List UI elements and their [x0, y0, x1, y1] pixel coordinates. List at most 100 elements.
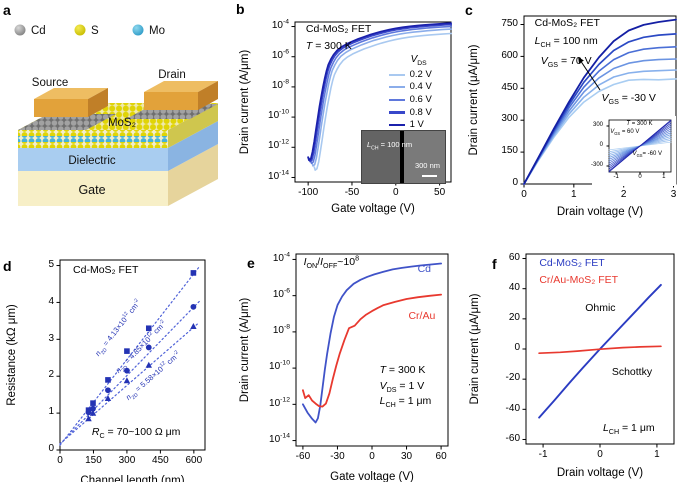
annotation: ION/IOFF~108 — [303, 254, 360, 270]
chart-svg-f — [522, 253, 675, 448]
legend-label-s: S — [91, 25, 99, 37]
y-axis-title: Drain current (A/μm) — [238, 49, 251, 155]
annotation: VGS = 70 V — [540, 55, 592, 70]
annotation: LCH = 1 μm — [379, 395, 432, 410]
dielectric-layer: Dielectric — [18, 121, 218, 171]
x-tick-label: 600 — [185, 455, 203, 466]
source-electrode — [34, 88, 108, 117]
y-tick-label: 2 — [48, 369, 54, 381]
x-tick-label: -1 — [538, 449, 548, 460]
x-axis-title: Drain voltage (V) — [556, 467, 644, 479]
series-0.8 V — [308, 23, 452, 163]
series-Cd — [302, 262, 443, 424]
marker-triangle — [145, 361, 152, 368]
annotation: T = 300 K — [305, 40, 352, 53]
y-axis-title: Drain current (A/μm) — [238, 297, 251, 403]
annotation: RC = 70~100 Ω μm — [91, 426, 181, 441]
y-tick-label: 20 — [508, 312, 520, 324]
legend-label: 0.8 V — [409, 106, 432, 118]
sem-channel-gap — [400, 131, 405, 183]
y-tick-label: 10-6 — [271, 48, 289, 61]
sulfur-row-bottom — [18, 142, 168, 148]
marker-triangle — [104, 394, 112, 401]
series-Cr/Au — [302, 293, 443, 408]
x-axis-title: Drain voltage (V) — [556, 206, 644, 218]
legend-title: VDS — [410, 54, 427, 67]
chart-svg-d — [56, 259, 206, 454]
marker-triangle — [85, 415, 92, 422]
mo-atom-icon — [132, 24, 144, 36]
legend-label: 0.2 V — [409, 68, 432, 80]
x-axis-title: Channel length (nm) — [80, 475, 185, 482]
annotation: Cd-MoS₂ FET — [539, 256, 605, 269]
y-tick-label: 150 — [501, 145, 518, 157]
series-1 V — [307, 22, 452, 162]
legend-label: 0.4 V — [409, 81, 432, 93]
legend-label-mo: Mo — [149, 25, 165, 37]
annotation: VGS = 60 V — [610, 128, 640, 137]
legend-label: 1 V — [409, 119, 424, 131]
panel-a: a — [0, 0, 232, 240]
y-tick-label: 1 — [48, 406, 54, 418]
y-tick-label: 300 — [592, 121, 603, 128]
marker-circle — [190, 303, 197, 310]
marker-circle — [124, 367, 130, 374]
x-tick-label: 0 — [57, 455, 63, 466]
mo-row — [18, 136, 168, 142]
drain-label: Drain — [158, 69, 185, 81]
marker-triangle — [190, 323, 197, 330]
x-tick-label: 1 — [662, 174, 666, 180]
panel-b: b -100 -50 0 50 10-4 10-6 10-8 10-10 10-12 10-14 G… — [232, 0, 460, 240]
y-axis-title: Drain current (μA/μm) — [467, 44, 480, 156]
annotation: Cr/Au — [408, 309, 436, 322]
marker-circle — [85, 409, 92, 416]
sulfur-row-top — [18, 130, 168, 136]
legend-label: 0.6 V — [409, 94, 432, 106]
annotation-arrow — [578, 57, 601, 91]
legend-item: 0.2 V — [388, 68, 432, 82]
x-tick-label: 50 — [434, 187, 446, 198]
marker-square — [190, 270, 197, 276]
legend-item: 0.6 V — [388, 94, 432, 107]
mos2-label: MoS₂ — [108, 117, 136, 129]
x-tick-label: -1 — [613, 174, 619, 180]
chart-e: -60 -30 0 30 60 10-4 10-6 10-8 10-10 10-12 10-14 Ga… — [232, 240, 460, 482]
x-tick-label: 150 — [85, 455, 102, 466]
y-tick-label: 10-14 — [269, 432, 290, 445]
y-tick-label: 10-12 — [268, 139, 289, 152]
legend-swatch — [388, 86, 405, 89]
chart-c-inset: -1 0 1 300 0 -300 T = 300 K VGS = 60 V VGS= -60 … — [591, 116, 676, 186]
y-tick-label: 10-8 — [271, 78, 289, 92]
panel-letter-b: b — [236, 1, 245, 17]
chart-f: -1 0 1 -60 -40 -20 0 20 40 60 Drain voltage (V) Dra… — [460, 240, 684, 482]
sem-lch-label: LCH = 100 nm — [367, 140, 413, 152]
marker-square — [124, 348, 130, 354]
y-tick-label: 10-10 — [269, 359, 290, 373]
x-tick-label: 0 — [369, 451, 375, 462]
x-tick-label: -60 — [295, 451, 311, 462]
panel-letter-d: d — [3, 258, 12, 274]
x-tick-label: -50 — [344, 187, 360, 198]
panel-letter-a: a — [3, 2, 11, 18]
annotation: Schottky — [611, 366, 653, 379]
y-tick-label: -60 — [505, 432, 520, 444]
x-axis-title: Gate voltage (V) — [331, 203, 415, 215]
y-tick-label: 10-4 — [271, 18, 289, 31]
series-fit n2D=5.58e12 — [59, 321, 200, 445]
annotation: T = 300 K — [626, 120, 653, 127]
gate-label: Gate — [78, 183, 105, 197]
annotation: Cd-MoS₂ FET — [305, 22, 372, 35]
x-tick-label: 1 — [654, 449, 660, 460]
panel-letter-c: c — [465, 2, 473, 18]
x-tick-label: 0 — [393, 187, 399, 198]
marker-square — [105, 377, 111, 383]
x-tick-label: 0 — [597, 449, 603, 460]
x-tick-label: 3 — [670, 189, 677, 200]
y-tick-label: -20 — [505, 372, 520, 384]
y-tick-label: 10-12 — [269, 396, 290, 409]
panel-c: c 0 1 2 3 0 150 300 450 600 750 Drain voltage (V) D… — [460, 0, 684, 240]
x-tick-label: 60 — [435, 451, 447, 462]
y-tick-label: 0 — [514, 342, 520, 354]
legend-item: 1 V — [388, 119, 432, 132]
x-tick-label: 1 — [571, 189, 577, 200]
